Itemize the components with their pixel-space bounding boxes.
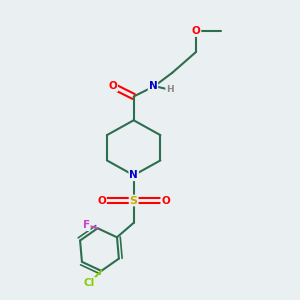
Text: N: N bbox=[129, 170, 138, 180]
Text: O: O bbox=[161, 196, 170, 206]
Text: F: F bbox=[82, 220, 90, 230]
Text: H: H bbox=[166, 85, 174, 94]
Text: O: O bbox=[109, 81, 117, 91]
Text: S: S bbox=[130, 196, 138, 206]
Text: O: O bbox=[192, 26, 200, 36]
Text: Cl: Cl bbox=[84, 278, 95, 288]
Text: N: N bbox=[148, 81, 157, 91]
Text: O: O bbox=[97, 196, 106, 206]
